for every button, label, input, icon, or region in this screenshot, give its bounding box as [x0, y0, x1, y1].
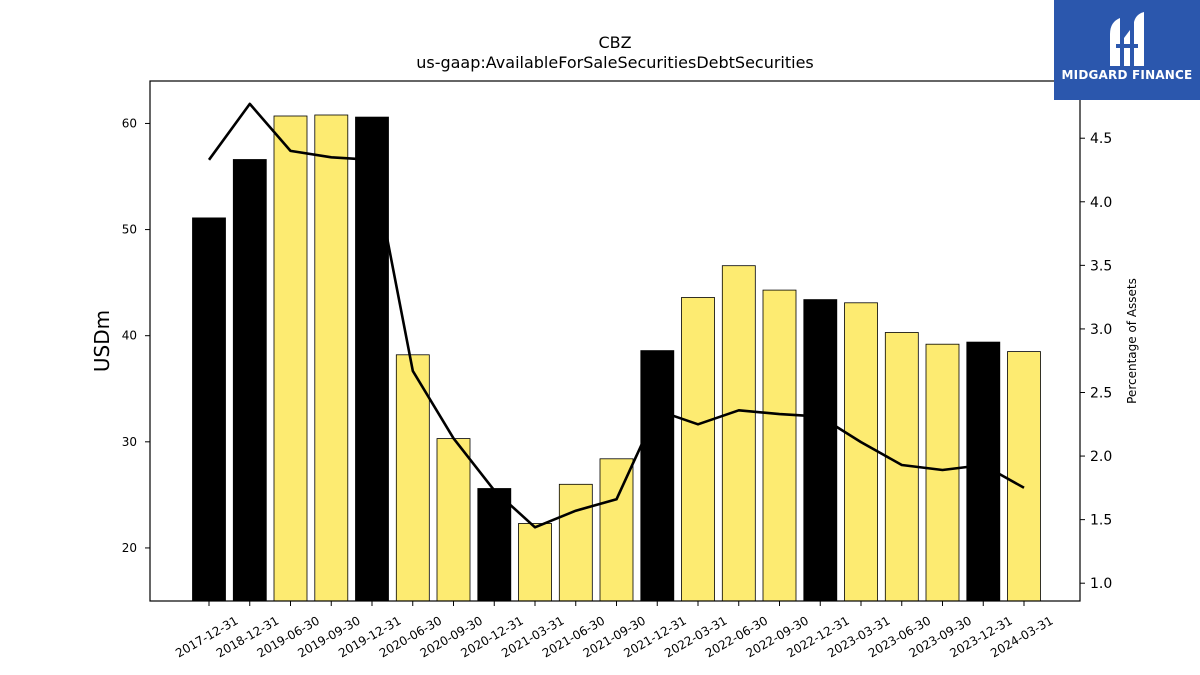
- chart-title: CBZ: [598, 33, 631, 52]
- chart-subtitle: us-gaap:AvailableForSaleSecuritiesDebtSe…: [416, 53, 814, 72]
- bar-2018-12-31: [232, 159, 267, 602]
- y2-tick-label-1.5: 1.5: [1090, 513, 1112, 529]
- bar-2020-12-31: [477, 488, 512, 602]
- y-tick-label-60: 60: [122, 116, 137, 130]
- brand-logo: MIDGARD FINANCE: [1054, 0, 1200, 100]
- bar-2021-12-31: [640, 350, 675, 602]
- y2-tick-label-2.5: 2.5: [1090, 385, 1112, 401]
- y2-tick-label-2: 2.0: [1090, 449, 1112, 465]
- y-tick-label-30: 30: [122, 435, 137, 449]
- bar-2022-12-31: [803, 299, 838, 602]
- y-axis-right: 1.0 1.5 2.0 2.5 3.0 3.5 4.0 4.5: [1080, 131, 1112, 592]
- y2-axis-label: Percentage of Assets: [1125, 278, 1139, 404]
- y-tick-label-40: 40: [122, 329, 137, 343]
- bar-2020-06-30: [395, 354, 430, 602]
- bar-2021-06-30: [558, 483, 593, 602]
- bar-2023-09-30: [925, 343, 960, 602]
- bar-2017-12-31: [192, 217, 226, 602]
- logo-mark-icon: [1110, 12, 1144, 66]
- y2-tick-label-3.5: 3.5: [1090, 258, 1112, 274]
- bars-layer: [192, 114, 1041, 602]
- y2-tick-label-1: 1.0: [1090, 576, 1112, 592]
- bar-2022-03-31: [681, 297, 715, 602]
- y-axis-label: USDm: [90, 310, 114, 372]
- bar-2021-03-31: [518, 523, 552, 602]
- bar-2019-12-31: [355, 116, 389, 602]
- bar-2021-09-30: [599, 458, 634, 602]
- y2-tick-label-4.5: 4.5: [1090, 131, 1112, 147]
- y-tick-label-50: 50: [122, 223, 137, 237]
- bar-2022-09-30: [762, 289, 797, 602]
- bar-2024-03-31: [1007, 351, 1041, 602]
- y-tick-label-20: 20: [122, 541, 137, 555]
- bar-2023-03-31: [844, 302, 878, 602]
- bar-2020-09-30: [436, 438, 471, 602]
- bar-2019-06-30: [273, 115, 308, 602]
- pct-assets-line: [207, 102, 1025, 529]
- bar-2022-06-30: [721, 265, 756, 602]
- y2-tick-label-4: 4.0: [1090, 195, 1112, 211]
- x-axis: 2017-12-312018-12-312019-06-302019-09-30…: [173, 601, 1056, 660]
- line-layer: [207, 102, 1025, 529]
- y2-tick-label-3: 3.0: [1090, 322, 1112, 338]
- plot-frame: [149, 80, 1081, 602]
- logo-text: MIDGARD FINANCE: [1061, 68, 1193, 82]
- bar-2019-09-30: [314, 114, 349, 602]
- y-axis-left: 20 30 40 50 60: [122, 116, 150, 555]
